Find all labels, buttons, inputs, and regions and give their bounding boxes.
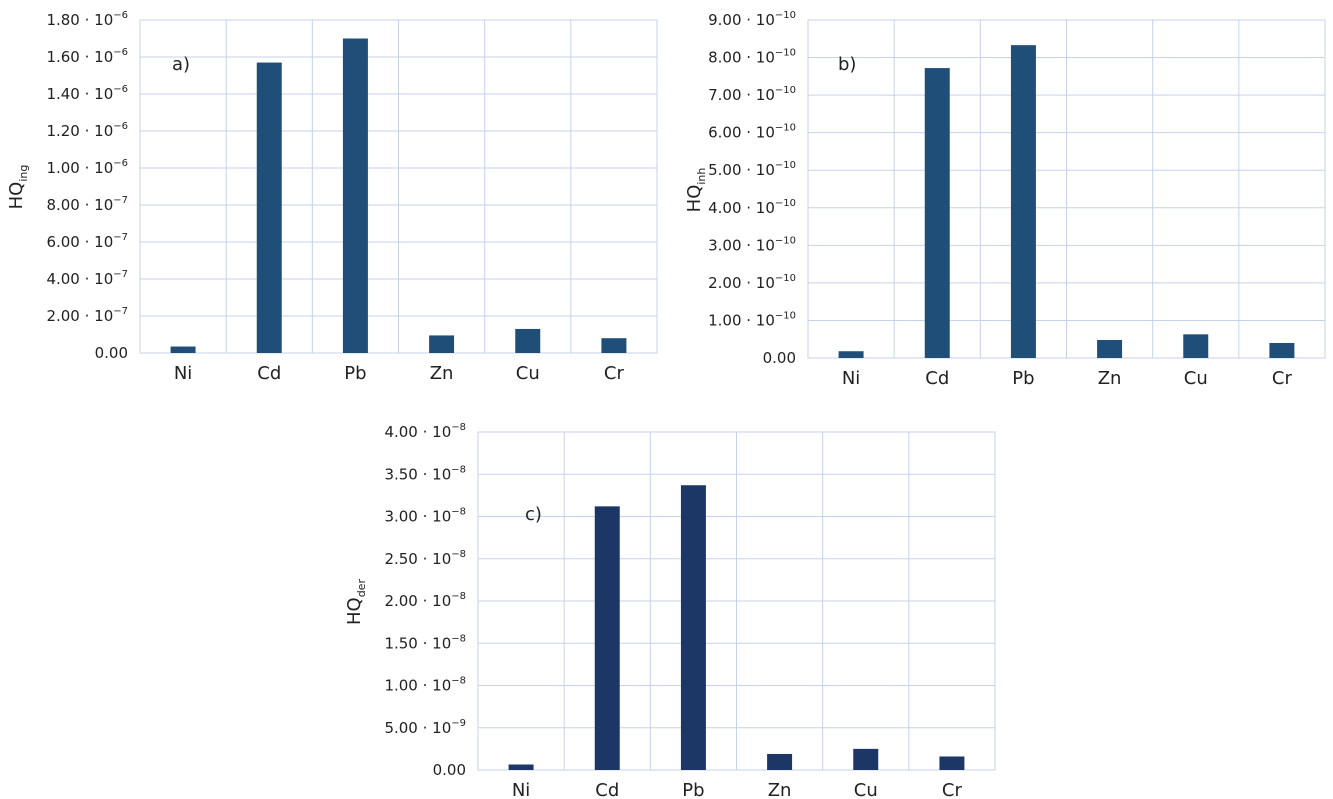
y-tick-label: 2.00 · 10−7 <box>46 306 128 325</box>
bar-zn <box>429 335 455 353</box>
x-tick-label: Cu <box>1184 368 1208 389</box>
y-tick-label: 1.50 · 10−8 <box>384 633 466 652</box>
bar-pb <box>1010 45 1036 358</box>
bar-zn <box>767 753 793 770</box>
x-tick-label: Ni <box>174 363 192 384</box>
x-tick-label: Cr <box>1272 368 1293 389</box>
bar-cd <box>256 62 282 354</box>
y-tick-label: 0.00 <box>95 344 128 362</box>
x-tick-label: Cd <box>595 780 619 799</box>
bar-cd <box>924 68 950 359</box>
bar-cd <box>594 506 620 770</box>
chart-panel-a: a) Ni Cd Pb Zn Cu Cr 0.00 2.00 · 10−7 4.00 · 10−7… <box>6 10 658 384</box>
x-tick-label: Cr <box>604 363 625 384</box>
x-tick-label: Cu <box>854 780 878 799</box>
x-tick-label: Zn <box>430 363 454 384</box>
y-tick-label: 2.50 · 10−8 <box>384 549 466 568</box>
y-tick-label: 1.40 · 10−6 <box>46 84 128 103</box>
y-tick-label: 0.00 <box>433 761 466 779</box>
y-tick-label: 2.00 · 10−10 <box>708 273 796 292</box>
bar-cu <box>515 328 541 353</box>
plot-frame <box>807 19 1326 359</box>
x-tick-label: Zn <box>1098 368 1122 389</box>
y-tick-label: 8.00 · 10−10 <box>708 48 796 67</box>
chart-panel-c: c) Ni Cd Pb Zn Cu Cr 0.00 5.00 · 10−9 1.00 · 10−8… <box>344 422 996 799</box>
y-tick-label: 5.00 · 10−9 <box>384 718 466 737</box>
y-axis-label: HQinh <box>684 168 708 213</box>
bar-cr <box>601 338 627 353</box>
y-axis-label: HQder <box>344 579 368 625</box>
bar-pb <box>680 485 706 770</box>
bar-ni <box>508 764 534 770</box>
x-tick-label: Pb <box>1012 368 1034 389</box>
panel-label: a) <box>172 54 190 75</box>
bar-cu <box>1183 334 1209 358</box>
x-tick-label: Cu <box>516 363 540 384</box>
x-tick-label: Ni <box>512 780 530 799</box>
x-tick-label: Pb <box>682 780 704 799</box>
bar-cr <box>1269 342 1295 358</box>
y-tick-label: 1.80 · 10−6 <box>46 10 128 29</box>
y-tick-label: 0.00 <box>763 349 796 367</box>
y-tick-label: 3.00 · 10−8 <box>384 507 466 526</box>
chart-panel-b: b) Ni Cd Pb Zn Cu Cr 0.00 1.00 · 10−10 2.00 · 10−… <box>684 10 1326 389</box>
plot-frame <box>139 19 658 354</box>
y-tick-label: 3.00 · 10−10 <box>708 235 796 254</box>
panel-label: c) <box>525 504 542 525</box>
x-tick-label: Cd <box>257 363 281 384</box>
y-axis-label: HQing <box>6 165 30 210</box>
y-tick-label: 6.00 · 10−7 <box>46 232 128 251</box>
y-tick-label: 1.00 · 10−6 <box>46 158 128 177</box>
x-tick-label: Zn <box>768 780 792 799</box>
y-tick-label: 1.00 · 10−10 <box>708 310 796 329</box>
bar-ni <box>170 346 196 353</box>
y-tick-label: 4.00 · 10−10 <box>708 198 796 217</box>
bar-cu <box>853 748 879 770</box>
bar-pb <box>342 38 368 353</box>
bar-ni <box>838 351 864 358</box>
y-tick-label: 4.00 · 10−7 <box>46 269 128 288</box>
bar-cr <box>939 756 965 770</box>
x-tick-label: Cd <box>925 368 949 389</box>
y-tick-label: 2.00 · 10−8 <box>384 591 466 610</box>
x-tick-label: Cr <box>942 780 963 799</box>
y-tick-label: 3.50 · 10−8 <box>384 464 466 483</box>
y-tick-label: 1.20 · 10−6 <box>46 121 128 140</box>
y-tick-label: 9.00 · 10−10 <box>708 10 796 29</box>
y-tick-label: 1.60 · 10−6 <box>46 47 128 66</box>
y-tick-label: 8.00 · 10−7 <box>46 195 128 214</box>
panel-label: b) <box>838 54 856 75</box>
y-tick-label: 1.00 · 10−8 <box>384 676 466 695</box>
x-tick-label: Ni <box>842 368 860 389</box>
y-tick-label: 4.00 · 10−8 <box>384 422 466 441</box>
x-tick-label: Pb <box>344 363 366 384</box>
y-tick-label: 6.00 · 10−10 <box>708 123 796 142</box>
y-tick-label: 7.00 · 10−10 <box>708 85 796 104</box>
y-tick-label: 5.00 · 10−10 <box>708 160 796 179</box>
bar-zn <box>1097 339 1123 358</box>
plot-frame <box>477 431 996 771</box>
